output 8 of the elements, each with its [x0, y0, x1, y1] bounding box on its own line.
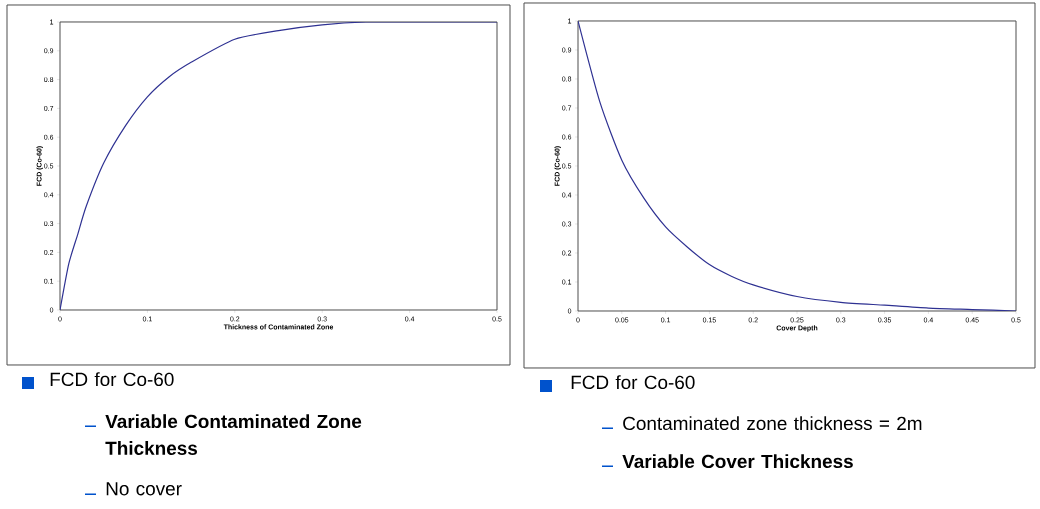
text: No cover: [106, 482, 182, 496]
text: FCD for Co-60: [571, 375, 695, 390]
text: Variable Cover Thickness: [622, 454, 853, 469]
text: Contaminated zone thickness = 2m: [623, 416, 922, 431]
text: Variable Contaminated Zone Thickness: [105, 414, 362, 455]
line-series: [60, 21, 498, 310]
text: FCD for Co-60: [50, 372, 174, 387]
line-series: [578, 20, 1017, 311]
